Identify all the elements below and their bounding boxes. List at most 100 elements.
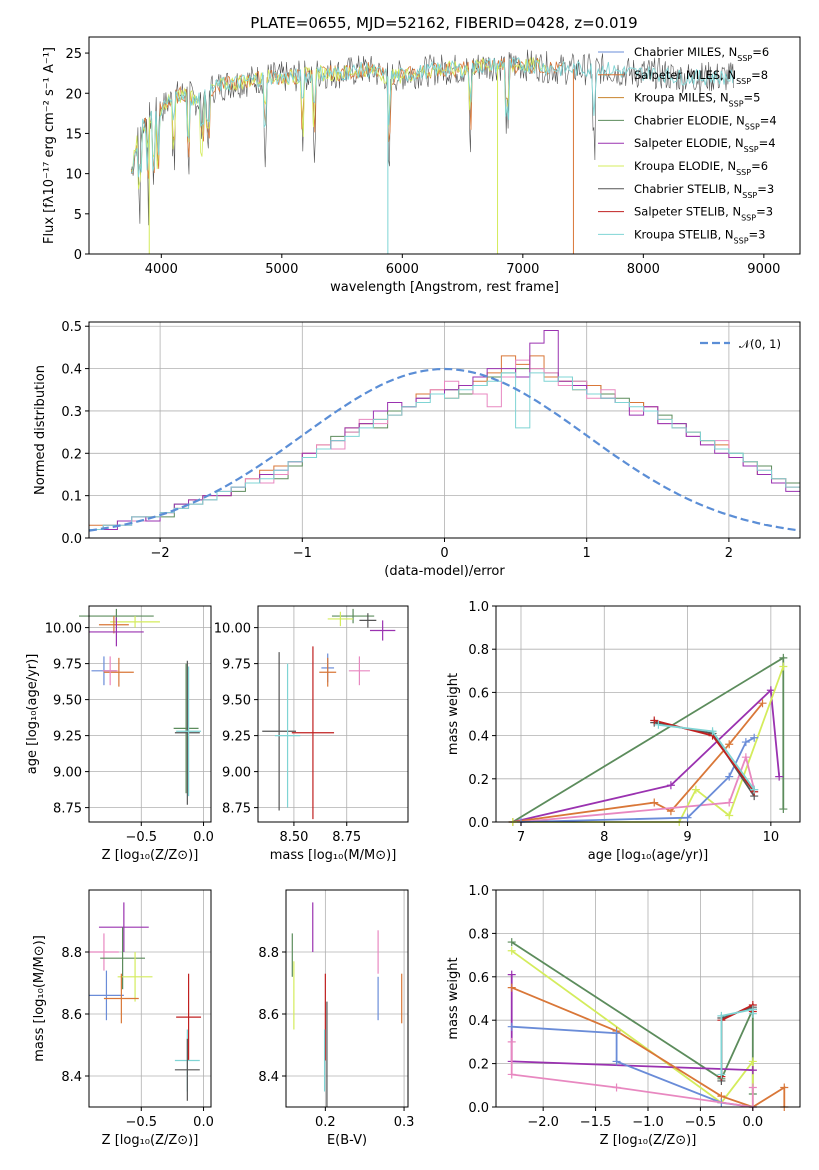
legend-entry: Salpeter MILES, NSSP=8 [634,68,768,86]
y-tick-label: 20 [65,87,82,102]
y-tick-label: 9.00 [53,766,82,781]
x-axis-label: Z [log₁₀(Z/Z⊙)] [102,1133,199,1148]
x-tick-label: 8.50 [279,830,308,845]
x-tick-label: 0.0 [742,1115,763,1130]
x-tick-label: 8 [600,830,608,845]
y-axis-label: mass [log₁₀(M/M⊙)] [32,935,47,1062]
y-tick-label: 0.6 [468,971,489,986]
weight-marker [717,1011,726,1020]
weight-marker [650,716,659,725]
weight-line [510,1041,754,1109]
y-tick-label: 5 [74,208,82,223]
x-axis-label: mass [log₁₀(M/M⊙)] [270,848,397,863]
weight-line [512,688,781,823]
x-tick-label: 0.0 [193,1115,214,1130]
y-axis-label: Flux [fλ10⁻¹⁷ erg cm⁻² s⁻¹ A⁻¹] [42,47,57,244]
legend-subscript: SSP [734,236,749,245]
x-tick-label: 8000 [627,262,660,277]
weight-marker [750,785,759,794]
y-tick-label: 15 [65,127,82,142]
x-tick-label: −0.5 [685,1115,717,1130]
y-tick-label: 8.4 [61,1070,82,1085]
y-tick-label: 1.0 [468,600,489,615]
weight-line [510,974,753,1071]
weight-marker [750,733,759,742]
weight-marker [779,653,788,662]
axes-frame [257,605,409,823]
x-tick-label: 2 [725,546,733,561]
y-tick-label: 9.00 [222,766,251,781]
y-tick-label: 0.0 [468,816,489,831]
y-tick-label: 8.4 [258,1070,279,1085]
x-tick-label: 8.75 [332,830,361,845]
y-tick-label: 0.2 [61,447,82,462]
legend-entry: Chabrier MILES, NSSP=6 [634,45,769,63]
weight-marker [741,738,750,747]
y-axis-label: mass weight [446,673,461,755]
legend-value: =3 [756,205,773,219]
axes-frame [88,889,212,1108]
weight-line [520,737,755,823]
axes-frame [88,605,212,823]
weight-marker [507,1070,516,1079]
y-tick-label: 9.50 [222,694,251,709]
weight-marker [758,699,767,708]
weight-marker [725,811,734,820]
x-tick-label: 4000 [145,262,178,277]
normal-curve [88,367,801,532]
y-tick-label: 0.8 [468,927,489,942]
y-tick-label: 0.6 [468,686,489,701]
weight-marker [725,740,734,749]
legend-value: =6 [751,159,768,173]
y-tick-label: 9.75 [53,658,82,673]
legend-entry: Salpeter ELODIE, NSSP=4 [634,136,776,154]
y-axis-label: mass weight [446,957,461,1039]
weight-marker [612,1083,621,1092]
y-tick-label: 0 [74,248,82,263]
weight-marker [766,686,775,695]
x-axis-label: (data-model)/error [384,564,505,579]
x-tick-label: 0.2 [315,1115,336,1130]
y-tick-label: 0.4 [468,1014,489,1029]
y-tick-label: 0.0 [61,532,82,547]
weight-marker [725,772,734,781]
weight-marker [612,1057,621,1066]
y-tick-label: 0.5 [61,320,82,335]
histogram-step [89,372,800,531]
x-tick-label: 0.0 [193,830,214,845]
y-tick-label: 0.2 [468,1058,489,1073]
weight-line [512,666,785,823]
x-tick-label: −0.5 [125,1115,157,1130]
weight-marker [691,785,700,794]
y-tick-label: 0.2 [468,773,489,788]
legend-subscript: SSP [736,168,751,177]
x-tick-label: 6000 [386,262,419,277]
legend-subscript: SSP [729,99,744,108]
x-tick-label: −2.0 [527,1115,559,1130]
y-axis-label: Normed distribution [33,365,48,495]
x-tick-label: 1 [583,546,591,561]
histogram-step [89,329,800,531]
weight-marker [741,753,750,762]
weight-marker [507,946,516,955]
legend-value: =5 [744,91,761,105]
weight-marker [779,662,788,671]
x-axis-label: Z [log₁₀(Z/Z⊙)] [102,848,199,863]
y-tick-label: 0.3 [61,405,82,420]
legend-entry: Kroupa ELODIE, NSSP=6 [634,159,768,177]
weight-marker [507,1037,516,1046]
y-tick-label: 0.0 [468,1101,489,1116]
x-tick-label: −0.5 [125,830,157,845]
x-tick-label: 10 [763,830,780,845]
weight-line [511,941,754,1094]
weight-marker [748,1083,757,1092]
y-tick-label: 8.8 [258,946,279,961]
legend-value: =6 [752,45,769,59]
y-tick-label: 0.4 [468,730,489,745]
x-tick-label: 9 [683,830,691,845]
x-tick-label: −1 [293,546,312,561]
weight-marker [650,798,659,807]
x-tick-label: −2 [151,546,170,561]
y-axis-label: age [log₁₀(age/yr)] [25,654,40,775]
